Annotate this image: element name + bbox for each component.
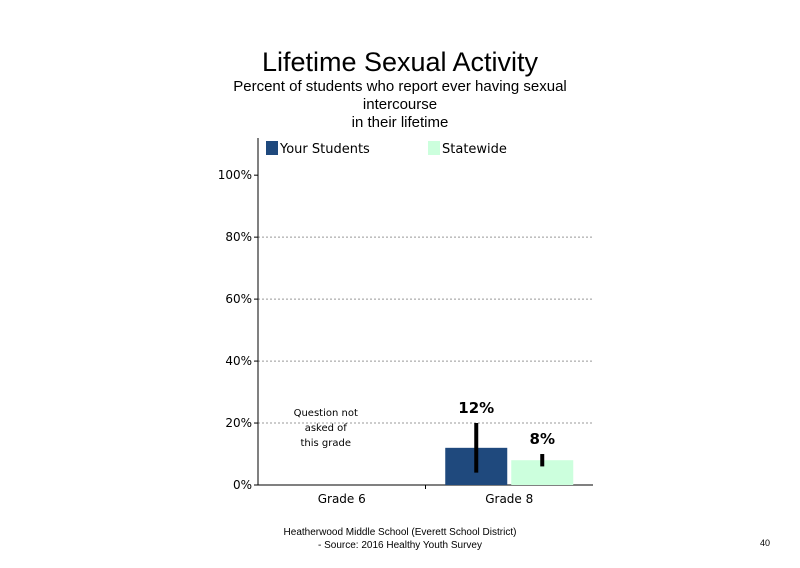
y-tick-label: 40% [225, 354, 252, 368]
legend-swatch [428, 141, 440, 155]
footer-source: - Source: 2016 Healthy Youth Survey [318, 540, 482, 551]
note-text: this grade [300, 438, 351, 449]
data-label: 12% [458, 399, 494, 417]
y-tick-label: 80% [225, 230, 252, 244]
y-tick-label: 100% [218, 168, 252, 182]
footer: Heatherwood Middle School (Everett Schoo… [0, 526, 800, 552]
legend-swatch [266, 141, 278, 155]
y-tick-label: 0% [233, 478, 252, 492]
legend-label: Your Students [279, 142, 370, 157]
data-label: 8% [530, 430, 555, 448]
page-number: 40 [760, 538, 771, 548]
note-text: Question not [294, 408, 358, 419]
footer-school: Heatherwood Middle School (Everett Schoo… [283, 527, 517, 538]
chart-subtitle: Percent of students who report ever havi… [233, 78, 567, 131]
y-tick-label: 60% [225, 292, 252, 306]
x-tick-label: Grade 8 [485, 492, 533, 506]
x-tick-label: Grade 6 [318, 492, 366, 506]
note-text: asked of [305, 423, 348, 434]
y-tick-label: 20% [225, 416, 252, 430]
chart-title: Lifetime Sexual Activity [261, 47, 539, 77]
legend-label: Statewide [442, 142, 507, 157]
